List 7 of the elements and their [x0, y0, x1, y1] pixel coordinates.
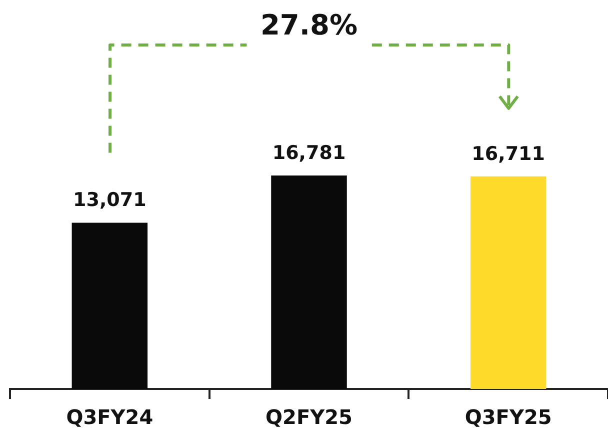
- text: 27.8%: [260, 8, 358, 42]
- x-tick-label: Q3FY25: [464, 405, 552, 430]
- data-label: 16,781: [272, 142, 346, 164]
- x-tick-label: Q2FY25: [266, 405, 352, 430]
- data-label: 16,711: [472, 142, 545, 165]
- x-tick-label: Q3FY24: [66, 405, 154, 430]
- data-label: 13,071: [73, 189, 146, 212]
